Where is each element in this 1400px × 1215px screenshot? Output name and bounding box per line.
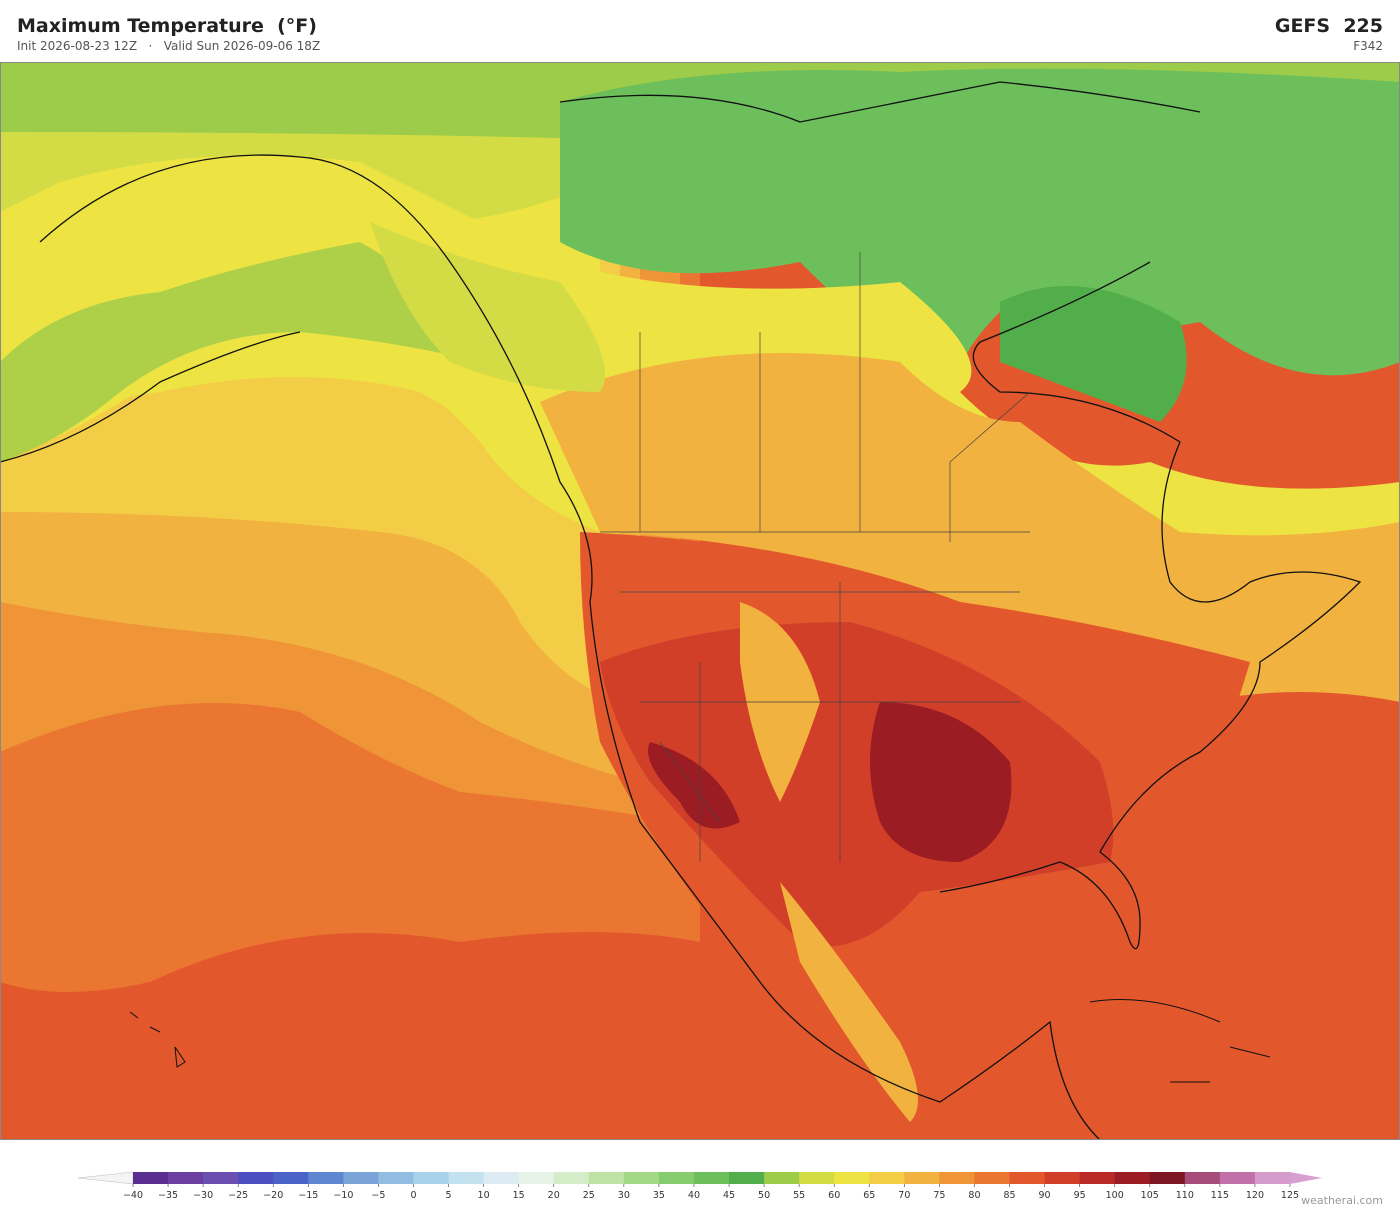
colorbar-tick-label: −35 [158, 1190, 178, 1201]
colorbar-tick-label: 105 [1141, 1190, 1159, 1201]
colorbar-tick-label: −5 [371, 1190, 385, 1201]
under-triangle [77, 1171, 134, 1185]
colorbar-swatch [1009, 1172, 1046, 1184]
colorbar-tick-label: 0 [410, 1190, 416, 1201]
colorbar-swatch [448, 1172, 485, 1184]
colorbar-swatch [729, 1172, 765, 1184]
colorbar-tick-label: 45 [723, 1190, 735, 1201]
colorbar-tick-label: 20 [548, 1190, 560, 1201]
colorbar-tick-label: −25 [228, 1190, 248, 1201]
colorbar-tick-label: −15 [298, 1190, 318, 1201]
colorbar-swatch [308, 1172, 344, 1184]
colorbar-swatch [588, 1172, 625, 1184]
colorbar-swatch [658, 1172, 695, 1184]
colorbar-tick-label: 35 [653, 1190, 665, 1201]
colorbar-tick-label: 65 [863, 1190, 875, 1201]
colorbar-swatch [1044, 1172, 1081, 1184]
colorbar-swatch [834, 1172, 870, 1184]
colorbar-tick-label: 55 [793, 1190, 805, 1201]
colorbar-swatch [1149, 1172, 1186, 1184]
forecast-hour: F342 [1353, 39, 1383, 53]
colorbar-swatch [799, 1172, 835, 1184]
hawaii [129, 1011, 186, 1068]
colorbar-swatch [343, 1172, 379, 1184]
colorbar-swatch [869, 1172, 905, 1184]
colorbar-swatch [623, 1172, 660, 1184]
colorbar-tick-label: 80 [968, 1190, 980, 1201]
colorbar-swatch [693, 1172, 730, 1184]
colorbar-swatch [1219, 1172, 1256, 1184]
colorbar-swatch [413, 1172, 450, 1184]
colorbar-tick-label: 100 [1106, 1190, 1124, 1201]
colorbar-tick-label: 120 [1246, 1190, 1264, 1201]
colorbar-swatch [764, 1172, 800, 1184]
colorbar-tick-label: 30 [618, 1190, 630, 1201]
colorbar-swatch [273, 1172, 309, 1184]
colorbar-tick-label: −10 [333, 1190, 353, 1201]
colorbar-swatch [974, 1172, 1011, 1184]
coastline [0, 81, 1362, 1140]
colorbar-tick-label: 70 [898, 1190, 910, 1201]
colorbar-tick-label: −40 [123, 1190, 143, 1201]
colorbar-swatch [1079, 1172, 1116, 1184]
colorbar-swatch [1114, 1172, 1151, 1184]
colorbar-tick-label: −30 [193, 1190, 213, 1201]
watermark: weatherai.com [1301, 1194, 1383, 1207]
colorbar-tick-label: 95 [1074, 1190, 1086, 1201]
subtitle: Init 2026-08-23 12Z · Valid Sun 2026-09-… [17, 39, 321, 53]
colorbar-swatch [133, 1172, 169, 1184]
colorbar-tick-label: 85 [1003, 1190, 1015, 1201]
colorbar-tick-label: 115 [1211, 1190, 1229, 1201]
colorbar-tick-label: 110 [1176, 1190, 1194, 1201]
colorbar-swatch [483, 1172, 520, 1184]
colorbar-swatch [904, 1172, 940, 1184]
borders [600, 252, 1031, 862]
caribbean [1089, 999, 1271, 1083]
over-triangle [1290, 1172, 1322, 1184]
colorbar-swatch [203, 1172, 239, 1184]
colorbar-swatch [1254, 1172, 1291, 1184]
colorbar-swatch [1184, 1172, 1221, 1184]
colorbar-tick-label: 5 [446, 1190, 452, 1201]
colorbar-tick-label: 15 [513, 1190, 525, 1201]
model: GEFS 225 [1274, 15, 1383, 37]
colorbar-tick-label: 75 [933, 1190, 945, 1201]
map [0, 62, 1400, 1140]
colorbar-swatch [518, 1172, 555, 1184]
colorbar-tick-label: 60 [828, 1190, 840, 1201]
colorbar-swatch [378, 1172, 414, 1184]
title: Maximum Temperature (°F) [17, 15, 317, 37]
colorbar: −40 −35 −30 −25 −20 −15 −10 −5 0 5 10 15 20 25 30 35 40 4… [77, 1171, 1322, 1201]
colorbar-tick-label: 25 [583, 1190, 595, 1201]
colorbar-swatch [238, 1172, 274, 1184]
colorbar-swatch [939, 1172, 975, 1184]
colorbar-tick-label: 40 [688, 1190, 700, 1201]
colorbar-tick-label: 10 [478, 1190, 490, 1201]
colorbar-tick-label: 50 [758, 1190, 770, 1201]
colorbar-tick-label: 90 [1039, 1190, 1051, 1201]
colorbar-tick-label: 125 [1281, 1190, 1299, 1201]
colorbar-swatch [553, 1172, 590, 1184]
colorbar-swatch [168, 1172, 204, 1184]
colorbar-tick-label: −20 [263, 1190, 283, 1201]
